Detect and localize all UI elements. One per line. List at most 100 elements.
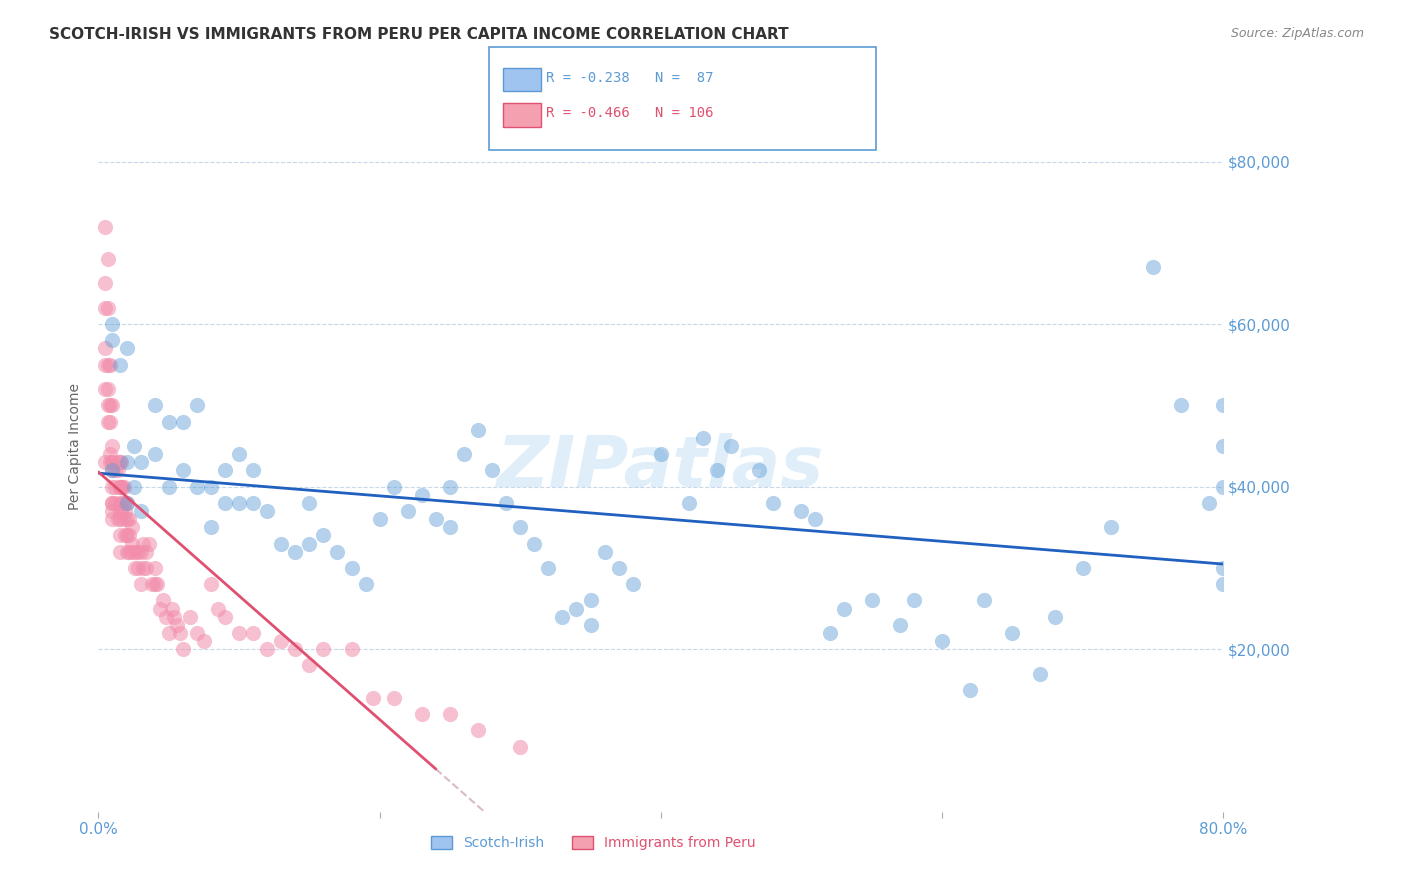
Point [1212, 480, 1234, 494]
Point [129, 455, 152, 469]
Point [101, 334, 124, 348]
Point [368, 512, 391, 526]
Point [565, 601, 588, 615]
Text: Source: ZipAtlas.com: Source: ZipAtlas.com [1230, 27, 1364, 40]
Point [832, 601, 855, 615]
Point [163, 609, 186, 624]
Point [127, 561, 149, 575]
Point [1001, 626, 1024, 640]
Point [467, 723, 489, 738]
Point [270, 536, 292, 550]
Point [172, 463, 194, 477]
Point [122, 439, 145, 453]
Point [621, 577, 644, 591]
Point [121, 536, 143, 550]
Point [97, 252, 120, 266]
Point [101, 512, 124, 526]
Point [200, 520, 222, 534]
Point [108, 480, 131, 494]
Point [692, 431, 714, 445]
Point [157, 480, 180, 494]
Point [101, 463, 124, 477]
Point [172, 415, 194, 429]
Point [108, 512, 131, 526]
Point [579, 593, 602, 607]
Point [115, 528, 138, 542]
Point [135, 561, 157, 575]
Text: R = -0.466   N = 106: R = -0.466 N = 106 [546, 106, 713, 120]
Point [326, 544, 349, 558]
Point [1099, 520, 1122, 534]
Point [107, 512, 129, 526]
Point [467, 423, 489, 437]
Point [157, 626, 180, 640]
Point [101, 455, 124, 469]
Point [179, 609, 201, 624]
Point [200, 577, 222, 591]
Point [551, 609, 574, 624]
Point [118, 512, 141, 526]
Point [186, 398, 208, 412]
Point [108, 358, 131, 372]
Point [97, 398, 120, 412]
Point [118, 544, 141, 558]
Point [706, 463, 728, 477]
Point [108, 504, 131, 518]
Point [112, 480, 135, 494]
Point [118, 528, 141, 542]
Point [110, 480, 132, 494]
Point [101, 463, 124, 477]
Point [481, 463, 503, 477]
Point [104, 463, 127, 477]
Point [973, 593, 995, 607]
Point [129, 504, 152, 518]
Text: SCOTCH-IRISH VS IMMIGRANTS FROM PERU PER CAPITA INCOME CORRELATION CHART: SCOTCH-IRISH VS IMMIGRANTS FROM PERU PER… [49, 27, 789, 42]
Point [98, 415, 121, 429]
Point [1212, 398, 1234, 412]
Point [804, 512, 827, 526]
Point [112, 512, 135, 526]
Point [122, 480, 145, 494]
Point [298, 658, 321, 673]
Text: R = -0.238   N =  87: R = -0.238 N = 87 [546, 70, 713, 85]
Point [111, 496, 134, 510]
Point [382, 690, 405, 705]
Point [115, 512, 138, 526]
Point [110, 504, 132, 518]
Point [101, 317, 124, 331]
Point [1029, 666, 1052, 681]
Point [214, 496, 236, 510]
Point [166, 617, 188, 632]
Point [425, 512, 447, 526]
Point [149, 601, 172, 615]
Point [495, 496, 517, 510]
Point [193, 634, 215, 648]
Point [107, 463, 129, 477]
Point [101, 496, 124, 510]
Legend: Scotch-Irish, Immigrants from Peru: Scotch-Irish, Immigrants from Peru [426, 830, 761, 856]
Point [340, 642, 363, 657]
Point [1212, 577, 1234, 591]
Point [453, 447, 475, 461]
Point [523, 536, 546, 550]
Point [101, 504, 124, 518]
Point [107, 455, 129, 469]
Point [537, 561, 560, 575]
Point [94, 382, 117, 396]
Point [354, 577, 377, 591]
Point [818, 626, 841, 640]
Point [186, 480, 208, 494]
Point [959, 682, 981, 697]
Point [132, 536, 155, 550]
Point [762, 496, 785, 510]
Point [607, 561, 630, 575]
Point [101, 480, 124, 494]
Point [94, 301, 117, 315]
Point [242, 626, 264, 640]
Point [160, 601, 183, 615]
Point [242, 496, 264, 510]
Point [396, 504, 419, 518]
Point [1071, 561, 1094, 575]
Point [889, 617, 911, 632]
Point [340, 561, 363, 575]
